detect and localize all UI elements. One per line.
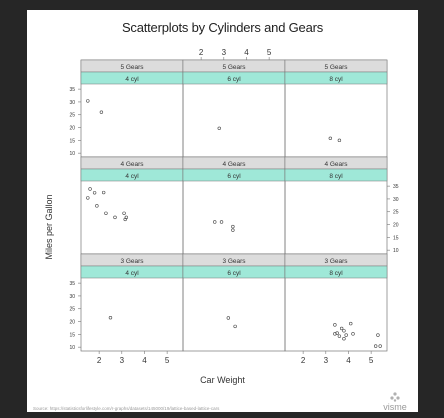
y-tick-label: 30	[393, 197, 399, 203]
y-tick-label: 20	[69, 320, 75, 326]
x-tick-label: 5	[369, 356, 374, 365]
cyl-strip	[284, 168, 388, 182]
data-point	[217, 126, 221, 131]
cyl-strip-label: 4 cyl	[125, 173, 139, 180]
data-point	[122, 211, 126, 215]
x-tick-label: 3	[222, 48, 227, 57]
x-tick-label: 2	[301, 356, 306, 365]
cyl-strip-label: 4 cyl	[125, 270, 139, 277]
visme-logo-icon	[390, 392, 400, 402]
data-point	[219, 220, 224, 224]
y-tick-label: 20	[69, 126, 75, 132]
chart-title: Scatterplots by Cylinders and Gears	[121, 20, 324, 35]
gear-strip-label: 3 Gears	[120, 258, 144, 265]
data-point	[101, 190, 106, 195]
data-point	[339, 326, 344, 331]
y-tick-label: 15	[393, 235, 399, 241]
cyl-strip-label: 8 cyl	[329, 76, 343, 83]
gear-strip-label: 5 Gears	[222, 64, 246, 71]
data-point	[113, 215, 117, 220]
data-point	[337, 138, 342, 143]
data-point	[378, 344, 382, 348]
y-tick-label: 10	[69, 151, 75, 157]
chart-card: 5 Gears 4 cyl 5 Gears 6 cyl 5 Gears 8 cyl 4 Ge…	[27, 10, 418, 412]
gear-strip-label: 5 Gears	[120, 64, 144, 71]
chart-svg: 5 Gears 4 cyl 5 Gears 6 cyl 5 Gears 8 cyl 4 Ge…	[69, 48, 399, 365]
data-point	[233, 324, 237, 329]
y-tick-label: 10	[69, 345, 75, 351]
cyl-strip-label: 4 cyl	[125, 76, 139, 83]
data-point	[328, 136, 333, 141]
cyl-strip	[284, 265, 388, 279]
data-point	[95, 204, 99, 208]
x-tick-label: 5	[165, 356, 170, 365]
data-point	[123, 217, 127, 222]
cyl-strip-label: 6 cyl	[227, 270, 241, 277]
y-tick-label: 25	[69, 113, 75, 119]
source-note: Source: https://statisticsforlifestyle.c…	[33, 406, 220, 411]
y-tick-label: 15	[69, 332, 75, 338]
data-point	[213, 220, 217, 224]
data-point	[86, 196, 90, 200]
data-point	[344, 333, 348, 337]
y-tick-label: 30	[69, 294, 75, 300]
y-tick-label: 35	[69, 281, 75, 287]
y-tick-label: 30	[69, 100, 75, 106]
cyl-strip-label: 6 cyl	[227, 76, 241, 83]
x-tick-label: 2	[97, 356, 102, 365]
data-point	[231, 224, 235, 229]
gear-strip-label: 3 Gears	[324, 258, 348, 265]
gear-strip-label: 3 Gears	[222, 258, 246, 265]
data-point	[108, 316, 113, 320]
data-point	[104, 211, 108, 215]
y-tick-label: 35	[69, 87, 75, 93]
data-point	[333, 323, 337, 327]
y-tick-label: 15	[69, 138, 75, 144]
data-point	[342, 337, 346, 341]
gear-strip-label: 4 Gears	[324, 161, 348, 168]
data-point	[337, 334, 342, 338]
x-tick-label: 2	[199, 48, 204, 57]
cyl-strip-label: 8 cyl	[329, 173, 343, 180]
cyl-strip-label: 8 cyl	[329, 270, 343, 277]
y-tick-label: 25	[393, 210, 399, 216]
gear-strip-label: 5 Gears	[324, 64, 348, 71]
y-tick-label: 10	[393, 248, 399, 254]
data-point	[351, 332, 355, 336]
data-point	[92, 191, 97, 195]
x-tick-label: 4	[142, 356, 147, 365]
x-tick-label: 3	[120, 356, 125, 365]
x-tick-label: 4	[346, 356, 351, 365]
y-tick-label: 20	[393, 223, 399, 229]
data-point	[88, 187, 92, 191]
x-tick-label: 4	[244, 48, 249, 57]
data-point	[226, 316, 231, 320]
data-point	[86, 99, 90, 103]
cyl-strip-label: 6 cyl	[227, 173, 241, 180]
data-point	[376, 333, 380, 337]
data-point	[373, 344, 378, 348]
gear-strip-label: 4 Gears	[222, 161, 246, 168]
data-point	[342, 329, 346, 333]
gear-strip-label: 4 Gears	[120, 161, 144, 168]
x-axis-label: Car Weight	[200, 375, 245, 385]
data-point	[335, 331, 339, 335]
data-point	[99, 110, 104, 114]
cyl-strip	[284, 71, 388, 85]
data-point	[333, 332, 337, 336]
y-tick-label: 35	[393, 184, 399, 190]
x-tick-label: 3	[324, 356, 329, 365]
visme-logo: visme	[375, 392, 415, 414]
y-axis-label: Miles per Gallon	[44, 194, 54, 260]
y-tick-label: 25	[69, 307, 75, 313]
x-tick-label: 5	[267, 48, 272, 57]
visme-logo-text: visme	[383, 402, 407, 412]
data-point	[231, 228, 235, 232]
data-point	[349, 321, 353, 326]
